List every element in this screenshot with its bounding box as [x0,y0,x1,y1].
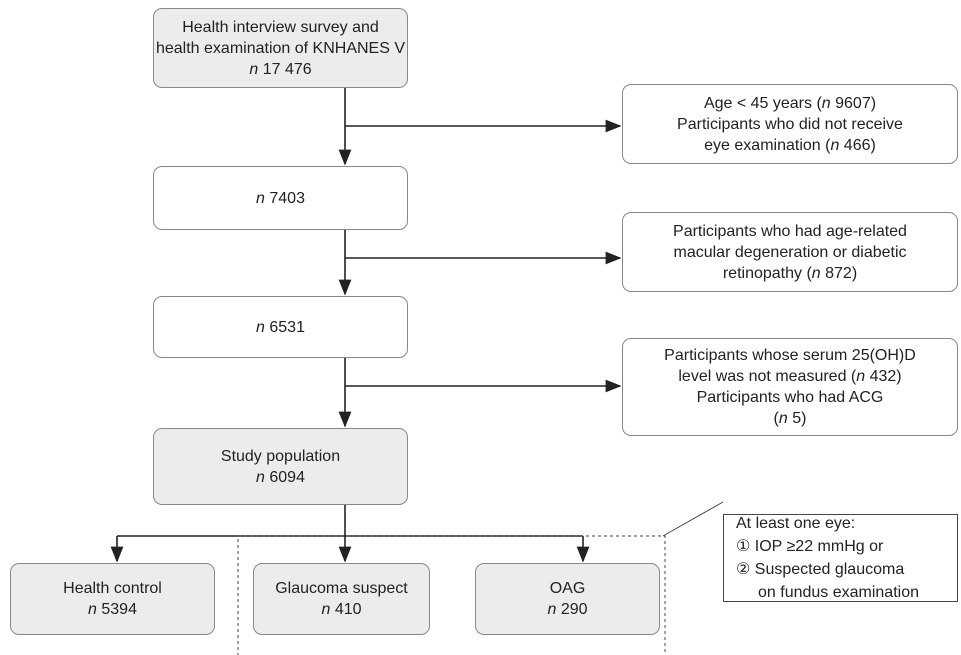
node: n 7403 [153,166,408,230]
text-line: (n 5) [774,408,807,429]
text: n [256,468,265,486]
text-line: ① IOP ≥22 mmHg or [736,535,883,558]
text: Participants who did not receive [677,115,903,133]
exclusion: Age < 45 years (n 9607) Participants who … [622,84,958,164]
group: OAG n 290 [475,563,660,635]
text: 410 [330,601,362,618]
node: n 6531 [153,296,408,358]
text: At least one eye: [736,515,856,532]
text-line: Participants who had ACG [697,387,884,408]
text-line: Participants who had age-related [673,221,907,242]
arrows [110,88,622,563]
text: Participants who had age-related [673,222,907,240]
text-line: At least one eye: [736,512,855,535]
group: Health control n 5394 [10,563,215,635]
text: n [321,601,331,618]
text-line: n 410 [321,599,361,620]
text: n [249,60,259,78]
text: n [88,601,97,618]
text-line: n 5394 [88,599,137,620]
text: 5394 [96,601,137,618]
text: 17 476 [258,60,312,78]
text-line: Participants whose serum 25(OH)D [664,345,916,366]
text: n [778,410,788,427]
text-line: n 6094 [256,467,305,488]
text: 5) [787,410,807,427]
text: 432) [865,368,902,385]
text: retinopathy ( [722,264,812,282]
text-line: Health interview survey and [182,17,379,38]
text: n [256,189,265,207]
text: OAG [549,580,586,597]
text-line: Participants who did not receive [677,114,903,135]
text: 9607) [830,94,877,112]
group: Glaucoma suspect n 410 [253,563,430,635]
text-line: ② Suspected glaucoma [736,558,904,581]
callout-line [662,501,724,537]
text-line: Health control [63,578,162,599]
text: ① IOP ≥22 mmHg or [736,538,884,555]
node: Study population n 6094 [153,428,408,505]
node: Health interview survey and health examin… [153,8,408,88]
text: Participants whose serum 25(OH)D [664,347,916,364]
text-line: n 6531 [256,317,305,338]
text: n [811,264,821,282]
note: At least one eye: ① IOP ≥22 mmHg or ② Susp… [723,514,958,602]
text: Study population [220,447,341,465]
text: Health control [63,580,162,597]
exclusion: Participants whose serum 25(OH)D level wa… [622,338,958,436]
text-line: health examination of KNHANES V [156,38,405,59]
text-line: macular degeneration or diabetic [673,242,906,263]
text-line: level was not measured (n 432) [678,366,901,387]
text: ( [773,410,779,427]
exclusion: Participants who had age-related macular … [622,212,958,292]
text-line: n 7403 [256,188,305,209]
text-line: eye examination (n 466) [704,135,876,156]
text-line: OAG [550,578,586,599]
text-line: retinopathy (n 872) [723,263,857,284]
text: level was not measured ( [678,368,857,385]
text-line: Age < 45 years (n 9607) [704,93,876,114]
text: 290 [556,601,588,618]
text: Health interview survey and [182,18,379,36]
text: 7403 [264,189,305,207]
text: Participants who had ACG [696,389,884,406]
text: Age < 45 years ( [703,94,822,112]
text: eye examination ( [704,136,831,154]
text-line: n 290 [547,599,587,620]
text: n [821,94,831,112]
text: health examination of KNHANES V [155,39,405,57]
text: on fundus examination [758,584,919,601]
text: n [856,368,866,385]
text: macular degeneration or diabetic [673,243,907,261]
text-line: Study population [221,446,340,467]
text: 6531 [264,318,305,336]
text-line: n 17 476 [249,59,311,80]
text: 6094 [264,468,305,486]
text: n [830,136,840,154]
text-line: Glaucoma suspect [275,578,408,599]
text-line: on fundus examination [736,581,919,604]
text: n [547,601,557,618]
text: 466) [839,136,876,154]
text: n [256,318,265,336]
text: ② Suspected glaucoma [736,561,905,578]
text: 872) [820,264,858,282]
text: Glaucoma suspect [275,580,408,597]
